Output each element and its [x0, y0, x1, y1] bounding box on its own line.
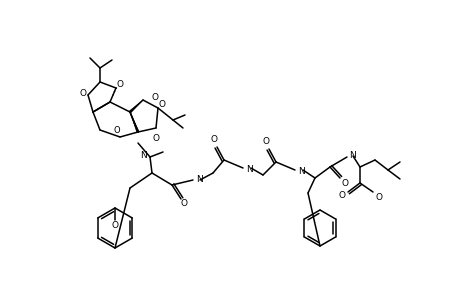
Text: O: O — [180, 200, 187, 208]
Text: N: N — [196, 176, 202, 184]
Text: O: O — [116, 80, 123, 88]
Text: N: N — [140, 151, 147, 160]
Polygon shape — [129, 100, 143, 113]
Text: N: N — [246, 164, 252, 173]
Text: O: O — [111, 221, 118, 230]
Text: O: O — [152, 134, 159, 142]
Text: O: O — [262, 136, 269, 146]
Text: O: O — [210, 134, 217, 143]
Text: O: O — [375, 193, 382, 202]
Text: O: O — [341, 178, 348, 188]
Polygon shape — [130, 112, 139, 133]
Text: O: O — [158, 100, 165, 109]
Text: O: O — [79, 88, 86, 98]
Text: O: O — [151, 92, 158, 101]
Text: O: O — [338, 190, 345, 200]
Text: O: O — [113, 125, 120, 134]
Text: N: N — [348, 151, 355, 160]
Text: N: N — [297, 167, 304, 176]
